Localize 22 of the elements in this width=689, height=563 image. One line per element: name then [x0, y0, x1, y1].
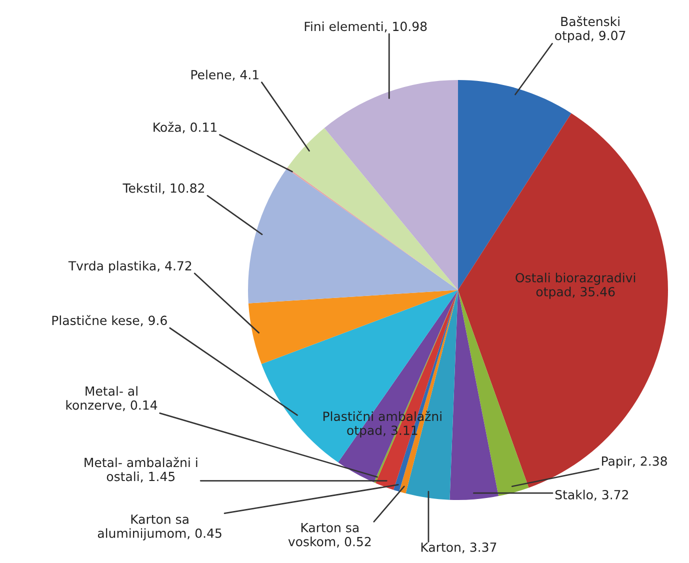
slice-label: Karton, 3.37: [421, 542, 496, 554]
pie-slice: [324, 80, 458, 290]
pie-slice: [248, 168, 458, 304]
slice-label: Tvrda plastika, 4.72: [68, 260, 192, 273]
slice-label: Karton sa voskom, 0.52: [288, 523, 371, 548]
slice-label: Staklo, 3.72: [555, 490, 628, 501]
pie-slice: [287, 128, 458, 290]
slice-label: Pelene, 4.1: [191, 70, 258, 81]
slice-label: Papir, 2.38: [602, 456, 667, 468]
slice-label: Karton sa aluminijumom, 0.45: [98, 514, 222, 540]
slice-label: Plastične kese, 9.6: [52, 314, 167, 326]
pie-slice: [458, 113, 668, 488]
pie-slice: [458, 290, 529, 496]
pie-slice: [261, 290, 458, 462]
slice-label: Ostali biorazgradivi otpad, 35.46: [516, 272, 636, 299]
slice-label: Metal- ambalažni i ostali, 1.45: [84, 457, 198, 482]
slice-label: Baštenski otpad, 9.07: [555, 16, 626, 43]
slice-label: Tekstil, 10.82: [122, 183, 204, 194]
slice-label: Metal- al konzerve, 0.14: [66, 386, 158, 412]
slice-label: Koža, 0.11: [154, 122, 216, 134]
pie-slice: [248, 290, 458, 364]
slice-label: Fini elementi, 10.98: [304, 21, 427, 32]
